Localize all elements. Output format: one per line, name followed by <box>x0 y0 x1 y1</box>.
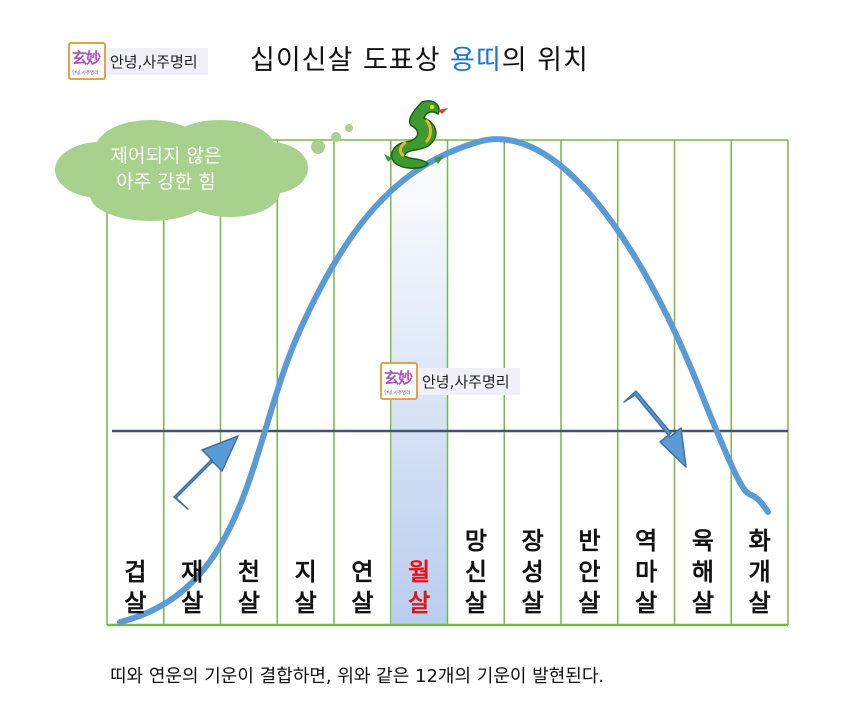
column-label: 월살 <box>408 558 430 617</box>
column-label-char: 살 <box>749 589 771 617</box>
title-after: 의 위치 <box>501 45 589 76</box>
column-label: 화개살 <box>749 527 771 617</box>
column-label-char: 천 <box>238 558 260 586</box>
column-label-char: 마 <box>635 558 657 586</box>
column-label-char: 살 <box>578 589 600 617</box>
column-label: 천살 <box>238 558 260 617</box>
dragon-icon <box>384 100 448 169</box>
rising-arrow <box>173 435 239 510</box>
column-label-char: 살 <box>295 589 317 617</box>
title-before: 십이신살 도표상 <box>250 45 451 76</box>
cloud-line1: 제어되지 않은 <box>111 145 222 167</box>
column-label-char: 망 <box>465 527 487 555</box>
column-label-char: 살 <box>238 589 260 617</box>
column-label: 장성살 <box>522 527 544 617</box>
watermark-badge-line2: 안녕,사주명리 <box>384 391 411 396</box>
column-label-char: 연 <box>351 558 373 586</box>
logo-text: 안녕,사주명리 <box>106 47 208 75</box>
caption: 띠와 연운의 기운이 결합하면, 위와 같은 12개의 기운이 발현된다. <box>110 666 605 687</box>
column-label-char: 살 <box>522 589 544 617</box>
column-label: 역마살 <box>635 527 657 617</box>
title-highlight: 용띠 <box>450 45 502 76</box>
column-label-char: 화 <box>749 527 771 555</box>
column-label: 망신살 <box>465 527 487 617</box>
logo-icon: 玄妙 안녕,사주명리 <box>68 42 106 80</box>
column-label: 지살 <box>295 558 317 617</box>
column-label: 육해살 <box>692 527 714 617</box>
column-label-char: 살 <box>124 589 146 617</box>
column-label-char: 개 <box>749 558 771 586</box>
column-label: 재살 <box>181 558 203 617</box>
watermark-badge-line1: 玄妙 <box>384 369 413 387</box>
column-label-char: 안 <box>578 558 600 586</box>
column-label-char: 겁 <box>124 558 146 586</box>
column-label-char: 살 <box>181 589 203 617</box>
column-label-char: 성 <box>522 558 544 586</box>
energy-curve <box>117 136 771 625</box>
watermark-logo-icon: 玄妙 안녕,사주명리 <box>380 362 418 400</box>
column-label-char: 살 <box>465 589 487 617</box>
column-label: 연살 <box>351 558 373 617</box>
logo-badge-line2: 안녕,사주명리 <box>72 71 99 76</box>
column-label-char: 재 <box>181 558 203 586</box>
column-label-char: 신 <box>465 558 487 586</box>
column-label-char: 월 <box>408 558 430 586</box>
watermark-logo: 玄妙 안녕,사주명리 안녕,사주명리 <box>380 362 520 400</box>
column-label-char: 해 <box>692 558 714 586</box>
column-label: 반안살 <box>578 527 600 617</box>
cloud-line2: 아주 강한 힘 <box>116 171 215 193</box>
logo: 玄妙 안녕,사주명리 안녕,사주명리 <box>68 42 208 80</box>
thought-cloud: 제어되지 않은 아주 강한 힘 <box>55 120 353 221</box>
column-label-char: 육 <box>692 527 714 555</box>
column-label-char: 반 <box>578 527 600 555</box>
column-label-char: 살 <box>635 589 657 617</box>
column-label-char: 지 <box>295 558 317 586</box>
logo-badge-line1: 玄妙 <box>72 49 101 67</box>
column-label: 겁살 <box>124 558 146 617</box>
watermark-text: 안녕,사주명리 <box>418 367 520 395</box>
falling-arrow <box>623 390 687 468</box>
column-label-char: 살 <box>692 589 714 617</box>
column-label-char: 역 <box>635 527 657 555</box>
page-title: 십이신살 도표상 용띠의 위치 <box>250 38 589 77</box>
column-label-char: 살 <box>408 589 430 617</box>
column-label-char: 장 <box>522 527 544 555</box>
column-label-char: 살 <box>351 589 373 617</box>
